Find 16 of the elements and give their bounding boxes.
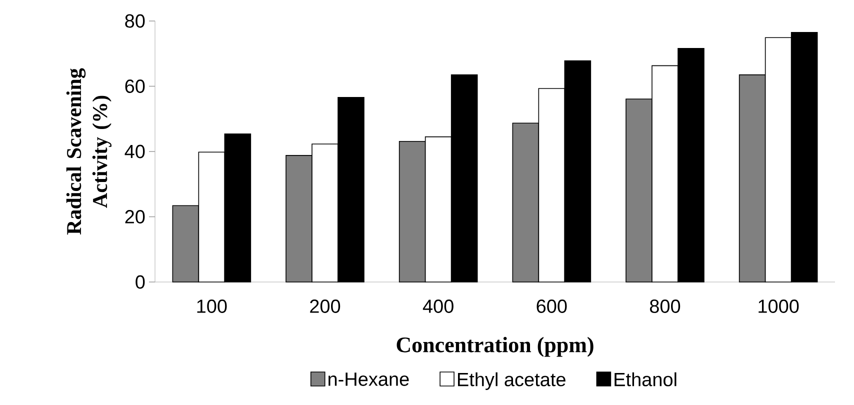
x-tick-label: 800 xyxy=(650,300,680,313)
x-axis-title: Concentration (ppm) xyxy=(396,336,594,357)
y-tick-label: 80 xyxy=(125,14,145,28)
legend-label: Ethanol xyxy=(614,372,676,386)
x-tick-label: 600 xyxy=(536,300,567,313)
y-tick-label: 40 xyxy=(124,144,145,158)
y-tick-label: 60 xyxy=(125,80,145,93)
x-tick-label: 100 xyxy=(197,300,227,313)
y-axis-title: Radical Scavening Activity (%) xyxy=(66,68,112,235)
x-tick-label: 200 xyxy=(310,300,340,313)
x-tick-label: 1000 xyxy=(758,300,799,313)
legend-label: n-Hexane xyxy=(328,372,409,386)
y-tick-label: 0 xyxy=(136,275,145,289)
legend-label: Ethyl acetate xyxy=(458,372,566,390)
x-tick-label: 400 xyxy=(422,300,454,313)
y-tick-label: 20 xyxy=(125,210,145,224)
